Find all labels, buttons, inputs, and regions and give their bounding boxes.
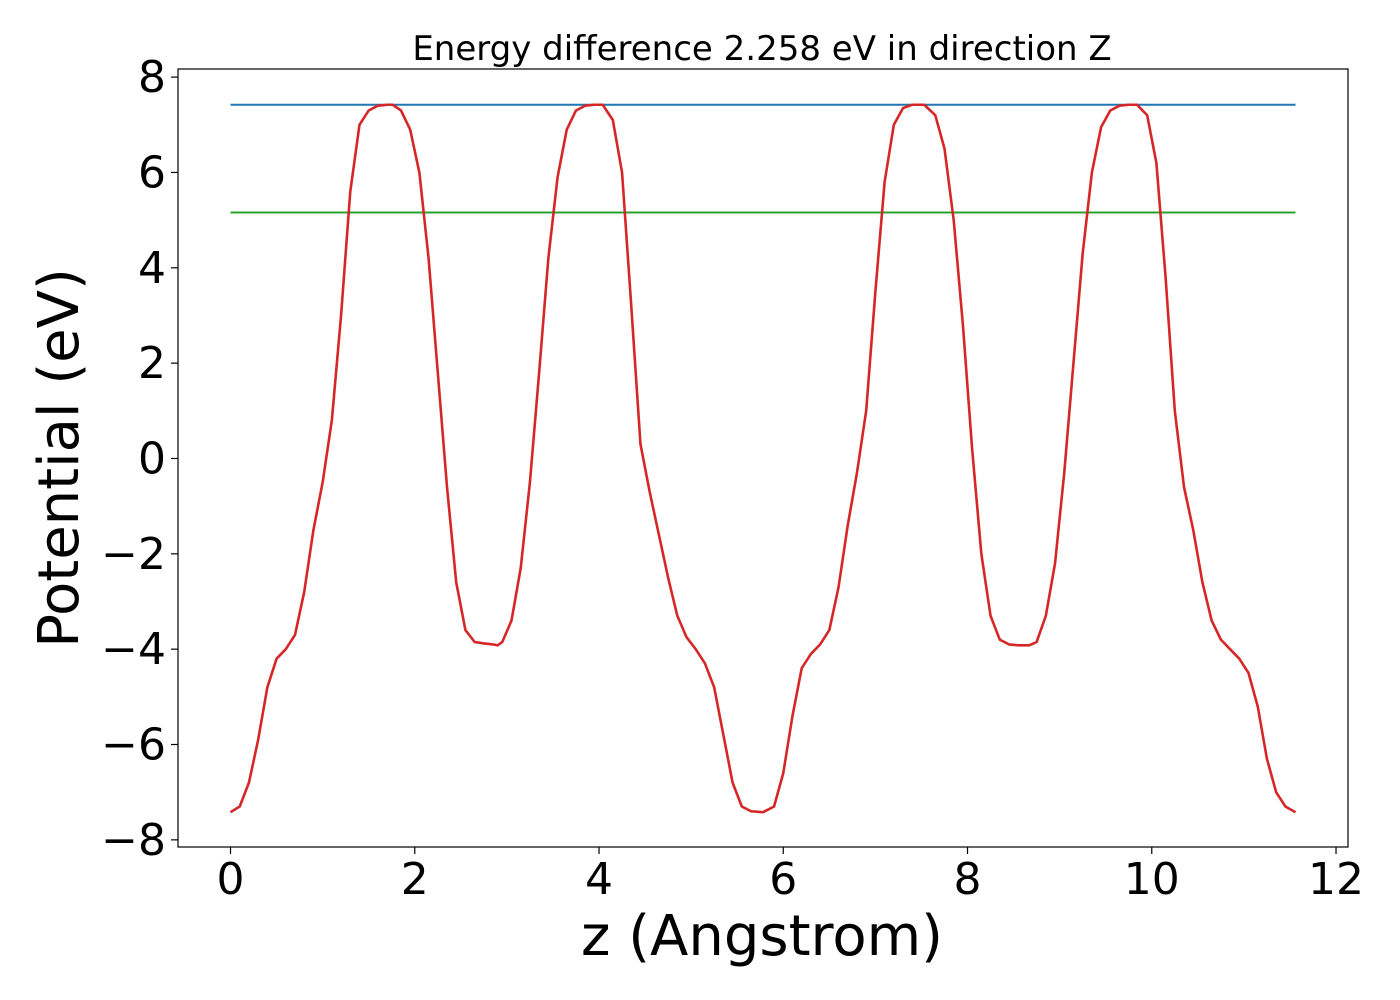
y-tick-label: −4	[101, 624, 166, 675]
chart-title: Energy difference 2.258 eV in direction …	[412, 29, 1111, 69]
x-axis: 0 2 4 6 8 10 12	[217, 847, 1364, 905]
y-tick-label: −2	[101, 529, 166, 580]
y-tick-label: 4	[138, 243, 166, 294]
plot-area	[229, 103, 1297, 814]
y-tick-label: −6	[101, 720, 166, 771]
plot-frame	[177, 68, 1349, 848]
x-tick-label: 2	[401, 854, 429, 905]
y-tick-label: −8	[101, 815, 166, 866]
y-tick-label: 6	[138, 147, 166, 198]
x-tick-label: 0	[217, 854, 245, 905]
y-tick-label: 0	[138, 433, 166, 484]
y-tick-label: 8	[138, 52, 166, 103]
y-axis: −8 −6 −4 −2 0 2 4 6 8	[101, 52, 178, 866]
y-axis-label: Potential (eV)	[27, 268, 92, 648]
series-line-2	[229, 103, 1297, 814]
x-tick-label: 4	[585, 854, 613, 905]
x-axis-label: z (Angstrom)	[581, 904, 943, 969]
x-tick-label: 12	[1308, 854, 1364, 905]
y-tick-label: 2	[138, 338, 166, 389]
x-tick-label: 10	[1124, 854, 1180, 905]
x-tick-label: 8	[954, 854, 982, 905]
x-tick-label: 6	[769, 854, 797, 905]
